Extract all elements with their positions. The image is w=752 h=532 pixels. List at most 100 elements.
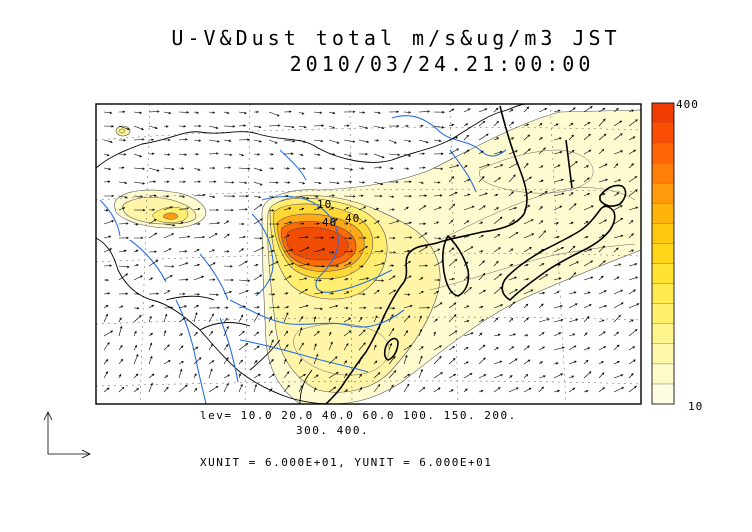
wind-vector [478,289,487,295]
wind-vector [373,194,383,198]
wind-vector [538,361,543,365]
wind-vector [103,278,109,282]
wind-vector [163,330,167,337]
wind-vector [358,292,366,296]
wind-vector [493,216,503,225]
wind-vector [328,250,335,254]
wind-vector [328,167,336,170]
wind-vector [178,221,184,225]
wind-vector [553,346,565,351]
wind-vector [493,120,499,127]
wind-vector [628,289,636,295]
wind-vector [478,234,484,239]
contour-label: 40 [345,212,360,225]
wind-vector [283,181,291,184]
wind-vector [269,222,280,226]
wind-vector [389,180,399,184]
wind-vector [358,329,366,337]
wind-vector [329,264,340,268]
wind-vector [493,286,503,295]
wind-vector [343,306,349,310]
wind-vector [568,333,576,337]
wind-vector [373,360,378,365]
wind-vector [223,111,230,114]
wind-vector [523,359,531,365]
wind-vector [568,261,580,267]
wind-vector [463,123,469,127]
wind-vector [568,345,577,351]
wind-vector [373,262,385,267]
wind-vector [403,153,412,157]
wind-vector [598,133,607,141]
wind-vector [193,331,198,337]
wind-vector [358,181,366,184]
wind-vector [253,218,263,225]
wind-vector [478,305,484,309]
wind-vector [343,110,356,114]
wind-vector [388,236,396,240]
taiwan [383,337,399,361]
wind-vector [553,305,563,309]
wind-vector [538,137,543,141]
wind-vector [118,249,127,253]
wind-vector [433,167,444,171]
wind-vector [328,139,340,144]
wind-vector [493,317,499,323]
wind-vector [253,331,260,337]
wind-vector [598,275,604,281]
wind-vector [133,153,143,158]
wind-vector [298,207,305,211]
wind-vector [568,203,577,211]
wind-vector [403,167,410,170]
wind-vector [148,138,155,142]
wind-vector [478,344,486,351]
wind-vector [568,192,574,197]
wind-vector [118,195,128,199]
wind-vector [538,230,547,239]
wind-vector [193,275,205,281]
wind-vector [208,330,214,337]
wind-vector [223,374,231,379]
wind-vector [433,139,442,143]
wind-vector [313,387,317,393]
wind-vector [268,111,280,117]
wind-vector [388,139,397,144]
wind-vector [448,148,460,155]
wind-vector [628,149,637,155]
wind-vector [448,176,455,183]
wind-vector [178,317,186,323]
wind-vector [373,372,381,379]
wind-vector [628,176,638,183]
wind-vector [148,342,153,351]
wind-vector [493,234,501,239]
wind-vector [493,304,504,309]
wind-vector [148,332,154,337]
wind-vector [388,220,400,225]
wind-vector [328,194,335,197]
wind-vector [493,374,504,379]
wind-vector [208,385,219,393]
wind-vector [328,371,339,379]
wind-vector [613,247,619,253]
wind-vector [238,279,251,282]
wind-vector [223,208,234,212]
wind-vector [433,355,442,365]
wind-vector [598,290,607,295]
wind-vector [598,361,604,365]
wind-vector [613,217,624,225]
wind-vector [118,305,124,309]
wind-vector [163,206,173,211]
colorbar-swatch [651,223,675,244]
country-borders [96,104,527,404]
wind-vector [493,360,503,365]
wind-vector [103,305,109,309]
wind-vector [433,302,443,309]
wind-vector [208,368,213,379]
wind-vector [148,167,160,172]
wind-vector [448,373,457,379]
wind-vector [463,261,469,267]
wind-vector [238,111,247,115]
wind-vector [538,191,548,197]
wind-vector [448,164,460,169]
wind-vector [163,248,172,253]
